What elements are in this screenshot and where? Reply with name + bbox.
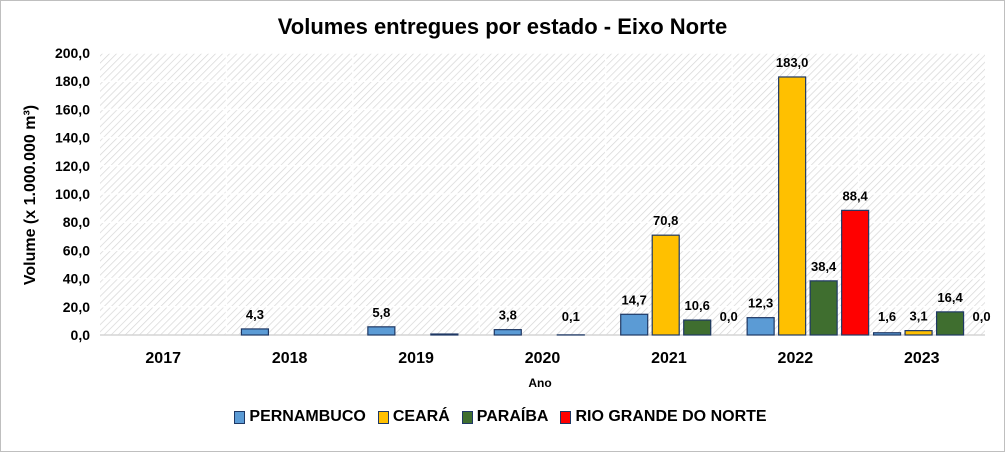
y-tick-label: 100,0 — [55, 186, 90, 202]
data-label: 12,3 — [748, 296, 773, 311]
data-labels: 4,3 5,8 3,8 0,1 14,7 70,8 10,6 0,0 12,3 183,0 38,4… — [246, 55, 991, 324]
bar — [872, 332, 902, 336]
data-label: 183,0 — [776, 55, 809, 70]
bar — [240, 328, 270, 336]
y-tick-label: 80,0 — [63, 214, 90, 230]
y-tick-label: 40,0 — [63, 271, 90, 287]
y-tick-label: 0,0 — [71, 327, 91, 343]
y-tick-label: 200,0 — [55, 45, 90, 61]
legend-swatch — [560, 410, 572, 424]
data-label: 3,1 — [910, 309, 928, 324]
data-label: 10,6 — [685, 298, 710, 313]
legend-item: RIO GRANDE DO NORTE — [560, 408, 767, 426]
data-label: 0,1 — [562, 309, 580, 324]
bar — [620, 313, 649, 336]
legend-swatch — [377, 410, 389, 424]
bars — [240, 76, 965, 336]
legend-swatch — [234, 410, 246, 424]
y-axis-label: Volume (x 1.000.000 m³) — [22, 105, 39, 285]
legend-swatch — [461, 410, 473, 424]
x-tick-label: 2023 — [904, 350, 940, 367]
legend: PERNAMBUCO CEARÁ PARAÍBA RIO GRANDE DO NORT… — [0, 408, 1005, 426]
bar — [904, 330, 933, 336]
y-tick-label: 60,0 — [63, 242, 90, 258]
y-tick-label: 160,0 — [55, 101, 90, 117]
legend-item: CEARÁ — [377, 408, 450, 426]
bar — [778, 76, 807, 336]
x-axis-ticks: 2017 2018 2019 2020 2021 2022 2023 — [145, 350, 939, 367]
x-tick-label: 2020 — [525, 350, 561, 367]
x-tick-label: 2017 — [145, 350, 181, 367]
data-label: 70,8 — [653, 213, 678, 228]
x-tick-label: 2021 — [651, 350, 687, 367]
data-label: 3,8 — [499, 308, 517, 323]
x-tick-label: 2019 — [398, 350, 434, 367]
bar — [809, 280, 838, 336]
legend-item: PARAÍBA — [461, 408, 549, 426]
legend-label: CEARÁ — [392, 408, 450, 425]
legend-label: RIO GRANDE DO NORTE — [575, 408, 767, 425]
bar — [746, 317, 775, 336]
data-label: 0,0 — [973, 309, 991, 324]
chart-title: Volumes entregues por estado - Eixo Nort… — [277, 14, 728, 39]
bar — [430, 333, 459, 336]
data-label: 1,6 — [878, 309, 896, 324]
y-axis-ticks: 0,0 20,0 40,0 60,0 80,0 100,0 120,0 140,0 160,0 1… — [55, 45, 90, 343]
legend-item: PERNAMBUCO — [234, 408, 366, 426]
x-axis-label: Ano — [528, 376, 551, 390]
legend-label: PARAÍBA — [476, 408, 549, 425]
x-tick-label: 2022 — [778, 350, 814, 367]
data-label: 4,3 — [246, 307, 264, 322]
bar — [367, 326, 396, 336]
x-tick-label: 2018 — [272, 350, 308, 367]
bar — [841, 209, 870, 336]
bar-chart: 4,3 5,8 3,8 0,1 14,7 70,8 10,6 0,0 12,3 183,0 38,4… — [22, 45, 991, 390]
data-label: 0,0 — [720, 309, 738, 324]
bar — [651, 234, 680, 336]
bar — [935, 311, 965, 336]
data-label: 14,7 — [622, 292, 647, 307]
data-label: 88,4 — [842, 188, 868, 203]
y-tick-label: 180,0 — [55, 73, 90, 89]
data-label: 16,4 — [937, 290, 963, 305]
y-tick-label: 20,0 — [63, 299, 90, 315]
data-label: 38,4 — [811, 259, 837, 274]
bar — [683, 319, 712, 336]
y-tick-label: 140,0 — [55, 130, 90, 146]
legend-label: PERNAMBUCO — [249, 408, 366, 425]
y-tick-label: 120,0 — [55, 158, 90, 174]
data-label: 5,8 — [372, 305, 390, 320]
bar — [493, 329, 522, 336]
